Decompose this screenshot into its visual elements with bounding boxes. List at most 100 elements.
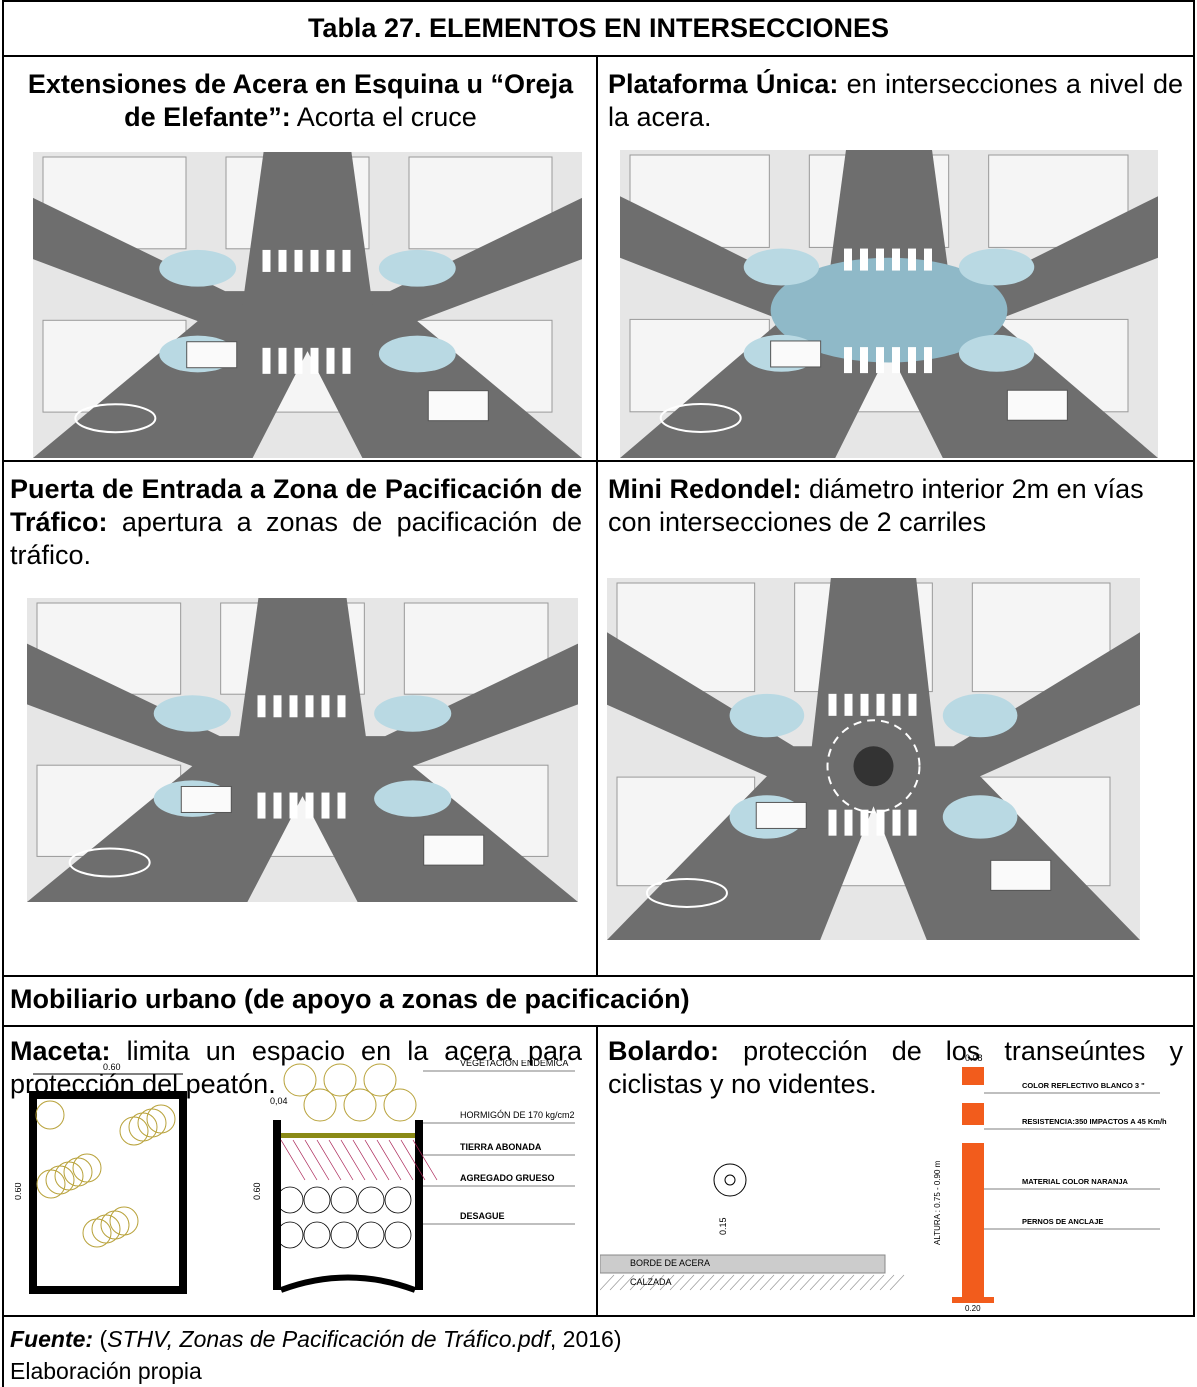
vegetation bbox=[45, 1165, 75, 1195]
term: Plataforma Única: bbox=[608, 69, 839, 99]
crosswalk bbox=[908, 347, 916, 374]
cell-text: Bolardo: protección de los transeúntes y… bbox=[608, 1035, 1183, 1101]
hatch bbox=[799, 1274, 815, 1291]
cell-text: Mini Redondel: diámetro interior 2m en v… bbox=[608, 473, 1183, 539]
vegetation bbox=[283, 1063, 317, 1097]
vegetation bbox=[383, 1088, 417, 1122]
crosswalk bbox=[860, 809, 869, 836]
crosswalk bbox=[924, 347, 932, 374]
source-open: ( bbox=[99, 1326, 108, 1352]
gravel bbox=[276, 1186, 304, 1214]
curb-extension bbox=[374, 695, 452, 732]
vegetation bbox=[303, 1088, 337, 1122]
marking bbox=[645, 877, 728, 908]
planter-wall bbox=[415, 1120, 423, 1290]
gravel bbox=[384, 1186, 412, 1214]
drain bbox=[279, 1274, 417, 1293]
hatch bbox=[789, 1274, 805, 1291]
crosswalk bbox=[310, 347, 319, 374]
curb-extension bbox=[743, 248, 820, 286]
border bbox=[1193, 0, 1195, 1317]
car bbox=[990, 859, 1052, 891]
description: apertura a zonas de pacificación de tráf… bbox=[10, 507, 582, 570]
curb-extension bbox=[958, 248, 1035, 286]
description: en intersecciones a nivel de la acera. bbox=[608, 69, 1183, 132]
term: Bolardo: bbox=[608, 1036, 719, 1066]
marking bbox=[68, 847, 151, 878]
car bbox=[180, 785, 232, 813]
curb-extension bbox=[942, 693, 1018, 738]
marking bbox=[74, 403, 157, 434]
border bbox=[2, 1315, 1195, 1317]
drawing-label: 0.60 bbox=[103, 1062, 121, 1072]
cell-text: Plataforma Única: en intersecciones a ni… bbox=[608, 68, 1183, 134]
soil-hatch bbox=[364, 1139, 390, 1181]
term: Puerta de Entrada a Zona de Pacificación… bbox=[10, 474, 582, 537]
concrete bbox=[281, 1133, 415, 1138]
drawing-label: VEGETACIÓN ENDÉMICA bbox=[460, 1060, 568, 1068]
bollard bbox=[962, 1067, 984, 1297]
crosswalk bbox=[342, 249, 351, 272]
vegetation bbox=[109, 1206, 139, 1236]
road bbox=[236, 598, 369, 757]
border bbox=[596, 1025, 598, 1315]
crosswalk bbox=[892, 693, 901, 716]
crosswalk bbox=[924, 248, 932, 271]
border bbox=[2, 975, 1195, 977]
vegetation bbox=[119, 1116, 149, 1146]
bolardo-drawing: 0.15 BORDE DE ACERA CALZADA 0.08 COLOR REFLE… bbox=[600, 1053, 1167, 1313]
curb-extension bbox=[942, 795, 1018, 839]
hatch bbox=[649, 1274, 665, 1291]
curb-extension bbox=[153, 695, 231, 732]
term: Extensiones de Acera en Esquina u “Oreja… bbox=[27, 69, 574, 132]
soil-hatch bbox=[388, 1139, 414, 1181]
crosswalk bbox=[908, 693, 917, 716]
cell-text: Puerta de Entrada a Zona de Pacificación… bbox=[10, 473, 582, 572]
car bbox=[755, 801, 807, 829]
soil-hatch bbox=[304, 1139, 330, 1181]
crosswalk bbox=[289, 792, 298, 819]
gravel bbox=[330, 1186, 358, 1214]
gravel bbox=[357, 1186, 385, 1214]
crosswalk bbox=[876, 809, 885, 836]
term: Mini Redondel: bbox=[608, 474, 802, 504]
crosswalk bbox=[278, 347, 287, 374]
hatch bbox=[769, 1274, 785, 1291]
curb-extension bbox=[378, 249, 456, 287]
crosswalk bbox=[908, 809, 917, 836]
crosswalk bbox=[844, 347, 852, 374]
table-title: Tabla 27. ELEMENTOS EN INTERSECCIONES bbox=[307, 13, 890, 43]
hatch bbox=[889, 1274, 905, 1291]
drawing-label: HORMIGÓN DE 170 kg/cm2 bbox=[460, 1110, 575, 1120]
hatch bbox=[719, 1274, 735, 1291]
crosswalk bbox=[257, 792, 266, 819]
crosswalk bbox=[321, 695, 330, 718]
hatch bbox=[619, 1274, 635, 1291]
drawing-label: PERNOS DE ANCLAJE bbox=[1022, 1217, 1103, 1226]
drawing-label: 0.15 bbox=[718, 1217, 728, 1235]
crosswalk bbox=[294, 347, 303, 374]
vegetation bbox=[91, 1214, 121, 1244]
source: Fuente: (STHV, Zonas de Pacificación de … bbox=[10, 1323, 1180, 1387]
gravel bbox=[303, 1221, 331, 1249]
vegetation bbox=[35, 1100, 65, 1130]
crosswalk bbox=[342, 347, 351, 374]
hatch bbox=[779, 1274, 795, 1291]
vegetation bbox=[363, 1063, 397, 1097]
hatch bbox=[859, 1274, 875, 1291]
platform bbox=[770, 257, 1008, 363]
gravel bbox=[303, 1186, 331, 1214]
crosswalk bbox=[860, 347, 868, 374]
hatch bbox=[709, 1274, 725, 1291]
base-plate bbox=[952, 1297, 994, 1303]
soil-hatch bbox=[376, 1139, 402, 1181]
planter-plan bbox=[29, 1091, 187, 1294]
drawing-label: AGREGADO GRUESO bbox=[460, 1173, 555, 1183]
drawing-label: DESAGUE bbox=[460, 1211, 505, 1221]
crosswalk bbox=[337, 792, 346, 819]
car bbox=[427, 390, 489, 422]
drawing-label: TIERRA ABONADA bbox=[460, 1142, 542, 1152]
border bbox=[2, 0, 1195, 2]
crosswalk bbox=[273, 792, 282, 819]
vegetation bbox=[63, 1157, 93, 1187]
